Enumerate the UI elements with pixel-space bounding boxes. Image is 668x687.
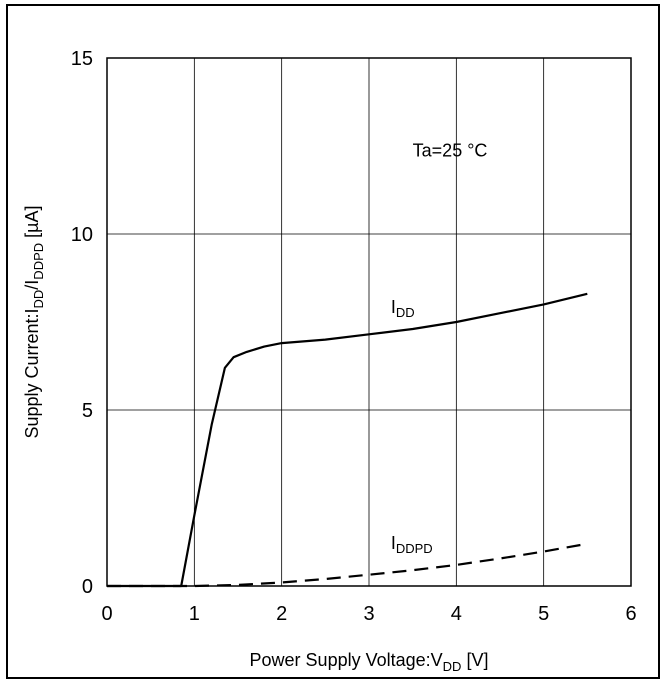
y-axis-label-main: Supply Current:I (22, 308, 42, 438)
y-tick-label-15: 15 (71, 48, 93, 70)
series-line-iddpd (107, 542, 588, 588)
y-axis-label-unit: [µA] (22, 205, 42, 242)
chart-frame (6, 4, 660, 679)
annotation-text: Ta=25 °C (413, 141, 488, 161)
x-tick-label-4: 4 (451, 603, 462, 625)
ticks: 0 1 2 3 4 5 6 0 5 10 15 (71, 48, 637, 625)
y-tick-label-0: 0 (82, 576, 93, 598)
y-axis-label-sub2: DDPD (31, 243, 46, 280)
y-axis-label-sub1: DD (31, 290, 46, 309)
series-line-idd (107, 292, 588, 588)
x-tick-label-2: 2 (276, 603, 287, 625)
x-tick-label-3: 3 (363, 603, 374, 625)
series-label-idd-sub: DD (396, 305, 415, 320)
x-axis-label-sub: DD (443, 659, 462, 674)
x-axis-label: Power Supply Voltage:VDD [V] (250, 650, 489, 674)
x-axis-label-main: Power Supply Voltage:V (250, 650, 443, 670)
series-label-iddpd-main: I (391, 533, 396, 553)
series-layer (107, 292, 588, 588)
plot-border (106, 57, 632, 587)
y-tick-label-5: 5 (82, 400, 93, 422)
x-tick-label-6: 6 (625, 603, 636, 625)
series-label-iddpd-sub: DDPD (396, 541, 433, 556)
grid (107, 58, 631, 586)
x-tick-label-1: 1 (189, 603, 200, 625)
x-tick-label-5: 5 (538, 603, 549, 625)
y-axis-label-mid: /I (22, 280, 42, 290)
y-axis-label: Supply Current:IDD/IDDPD [µA] (22, 205, 46, 438)
series-label-idd-main: I (391, 297, 396, 317)
y-tick-label-10: 10 (71, 224, 93, 246)
x-tick-label-0: 0 (101, 603, 112, 625)
x-axis-label-unit: [V] (461, 650, 488, 670)
series-label-iddpd: IDDPD (391, 533, 433, 556)
series-label-idd: IDD (391, 297, 415, 320)
